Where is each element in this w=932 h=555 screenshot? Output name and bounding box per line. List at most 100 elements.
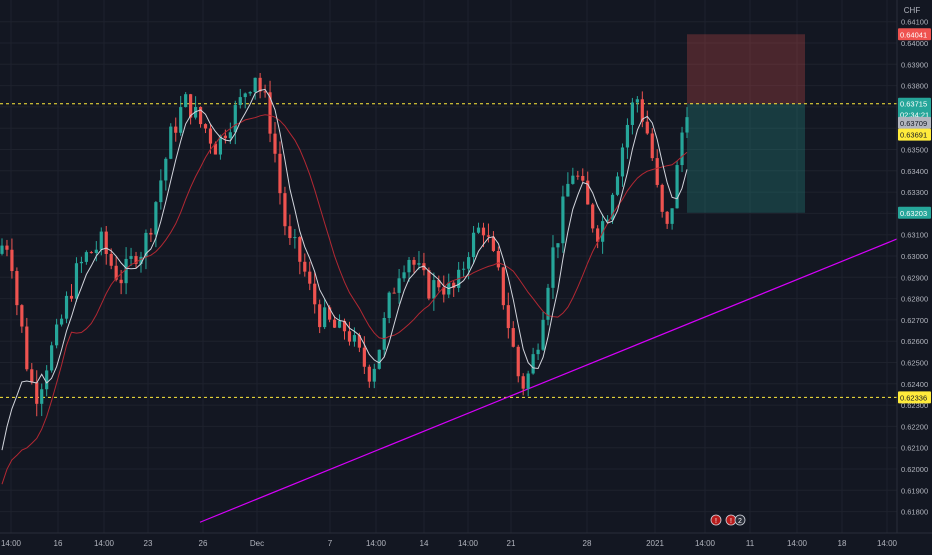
- price-tick-label: 0.62900: [901, 273, 928, 282]
- candle-bear: [15, 271, 19, 306]
- candle-bull: [536, 349, 540, 355]
- candle-bull: [407, 259, 411, 273]
- candle-bull: [238, 97, 242, 106]
- candle-bear: [660, 184, 664, 212]
- time-tick-label: 14:00: [94, 539, 115, 548]
- candle-bull: [685, 117, 689, 133]
- candle-bull: [139, 256, 143, 264]
- price-tick-label: 0.64100: [901, 18, 928, 27]
- candle-bear: [278, 153, 282, 194]
- candle-bear: [298, 237, 302, 262]
- candle-bull: [337, 320, 342, 328]
- price-marker-label: 0.64041: [900, 30, 927, 39]
- candle-bear: [223, 135, 227, 139]
- trendline-layer[interactable]: [199, 238, 898, 523]
- time-tick-label: 14: [420, 539, 429, 548]
- candle-bear: [506, 305, 510, 329]
- candle-bull: [248, 92, 252, 94]
- candle-bull: [432, 280, 436, 299]
- time-tick-label: 14:00: [787, 539, 808, 548]
- candle-bear: [581, 175, 585, 181]
- time-tick-label: 14:00: [458, 539, 479, 548]
- candle-bear: [511, 328, 515, 347]
- price-tick-label: 0.62700: [901, 316, 928, 325]
- time-axis-background: [0, 533, 932, 550]
- candle-bull: [74, 263, 79, 299]
- candle-bull: [561, 196, 565, 244]
- candle-bear: [665, 211, 669, 224]
- candle-bull: [164, 158, 168, 181]
- time-tick-label: 16: [54, 539, 63, 548]
- candle-bear: [30, 369, 34, 383]
- candle-bear: [491, 236, 496, 251]
- position-box[interactable]: [687, 34, 805, 213]
- event-badge-icon[interactable]: [710, 514, 722, 526]
- candle-bull: [233, 105, 237, 133]
- candle-bull: [566, 183, 570, 197]
- candle-bear: [114, 265, 118, 280]
- candle-bear: [596, 228, 600, 242]
- candle-bear: [655, 158, 659, 185]
- time-tick-label: 11: [746, 539, 755, 548]
- candle-bear: [208, 128, 213, 144]
- candle-bear: [119, 279, 123, 284]
- price-tick-label: 0.63400: [901, 167, 928, 176]
- candle-bull: [79, 261, 84, 264]
- price-marker-tag: [898, 97, 931, 110]
- price-tick-label: 0.62500: [901, 359, 928, 368]
- candle-bull: [372, 368, 376, 382]
- event-badge-icon[interactable]: [734, 514, 746, 526]
- price-tick-label: 0.63500: [901, 146, 928, 155]
- time-tick-label: 21: [507, 539, 516, 548]
- candle-bear: [273, 133, 277, 154]
- candle-bear: [591, 204, 595, 229]
- price-marker-tag: [898, 206, 931, 219]
- candle-bull: [40, 389, 44, 404]
- time-axis[interactable]: 14:00 16 14:00 23 26 Dec 7 14:00 14 14:00 21 28 2021…: [1, 539, 898, 548]
- candle-bull: [466, 257, 471, 269]
- currency-label: CHF: [904, 6, 921, 15]
- candle-bull: [387, 292, 391, 318]
- stop-loss-zone[interactable]: [687, 34, 805, 104]
- moving-average-fast: [1, 88, 688, 451]
- candle-bear: [357, 335, 361, 348]
- candle-bear: [10, 249, 14, 272]
- price-marker-label: 0.63715: [900, 100, 927, 109]
- candle-bull: [675, 165, 679, 209]
- candle-bull: [45, 370, 49, 390]
- candle-bear: [347, 331, 352, 342]
- price-marker-label: 0.63203: [900, 209, 927, 218]
- time-tick-label: 14:00: [695, 539, 716, 548]
- trendline[interactable]: [199, 238, 898, 523]
- time-tick-label: 14:00: [1, 539, 22, 548]
- candle-bull: [352, 335, 357, 342]
- time-tick-label: 7: [328, 539, 333, 548]
- candle-bear: [521, 376, 525, 389]
- price-marker-tag: [898, 116, 931, 129]
- take-profit-zone[interactable]: [687, 103, 805, 213]
- candle-bear: [20, 305, 24, 327]
- candle-bear: [576, 175, 580, 177]
- event-badge-label: !: [730, 518, 732, 525]
- candle-bear: [516, 346, 520, 377]
- candle-bear: [263, 91, 267, 93]
- candle-bear: [362, 347, 366, 367]
- price-tick-label: 0.62300: [901, 401, 928, 410]
- candle-bull: [541, 319, 545, 350]
- candle-bear: [392, 292, 396, 294]
- candle-bear: [318, 304, 322, 328]
- candle-bull: [615, 176, 620, 195]
- candle-bull: [635, 99, 639, 103]
- price-tick-label: 0.62800: [901, 295, 928, 304]
- time-tick-label: 14:00: [877, 539, 898, 548]
- candle-bull: [0, 245, 4, 254]
- candle-bear: [442, 287, 446, 295]
- candle-bull: [462, 268, 466, 270]
- moving-averages: [1, 88, 688, 485]
- price-tick-label: 0.62400: [901, 380, 928, 389]
- time-tick-label: 26: [199, 539, 208, 548]
- event-badges[interactable]: !! 2: [710, 514, 746, 526]
- candle-bear: [134, 256, 138, 264]
